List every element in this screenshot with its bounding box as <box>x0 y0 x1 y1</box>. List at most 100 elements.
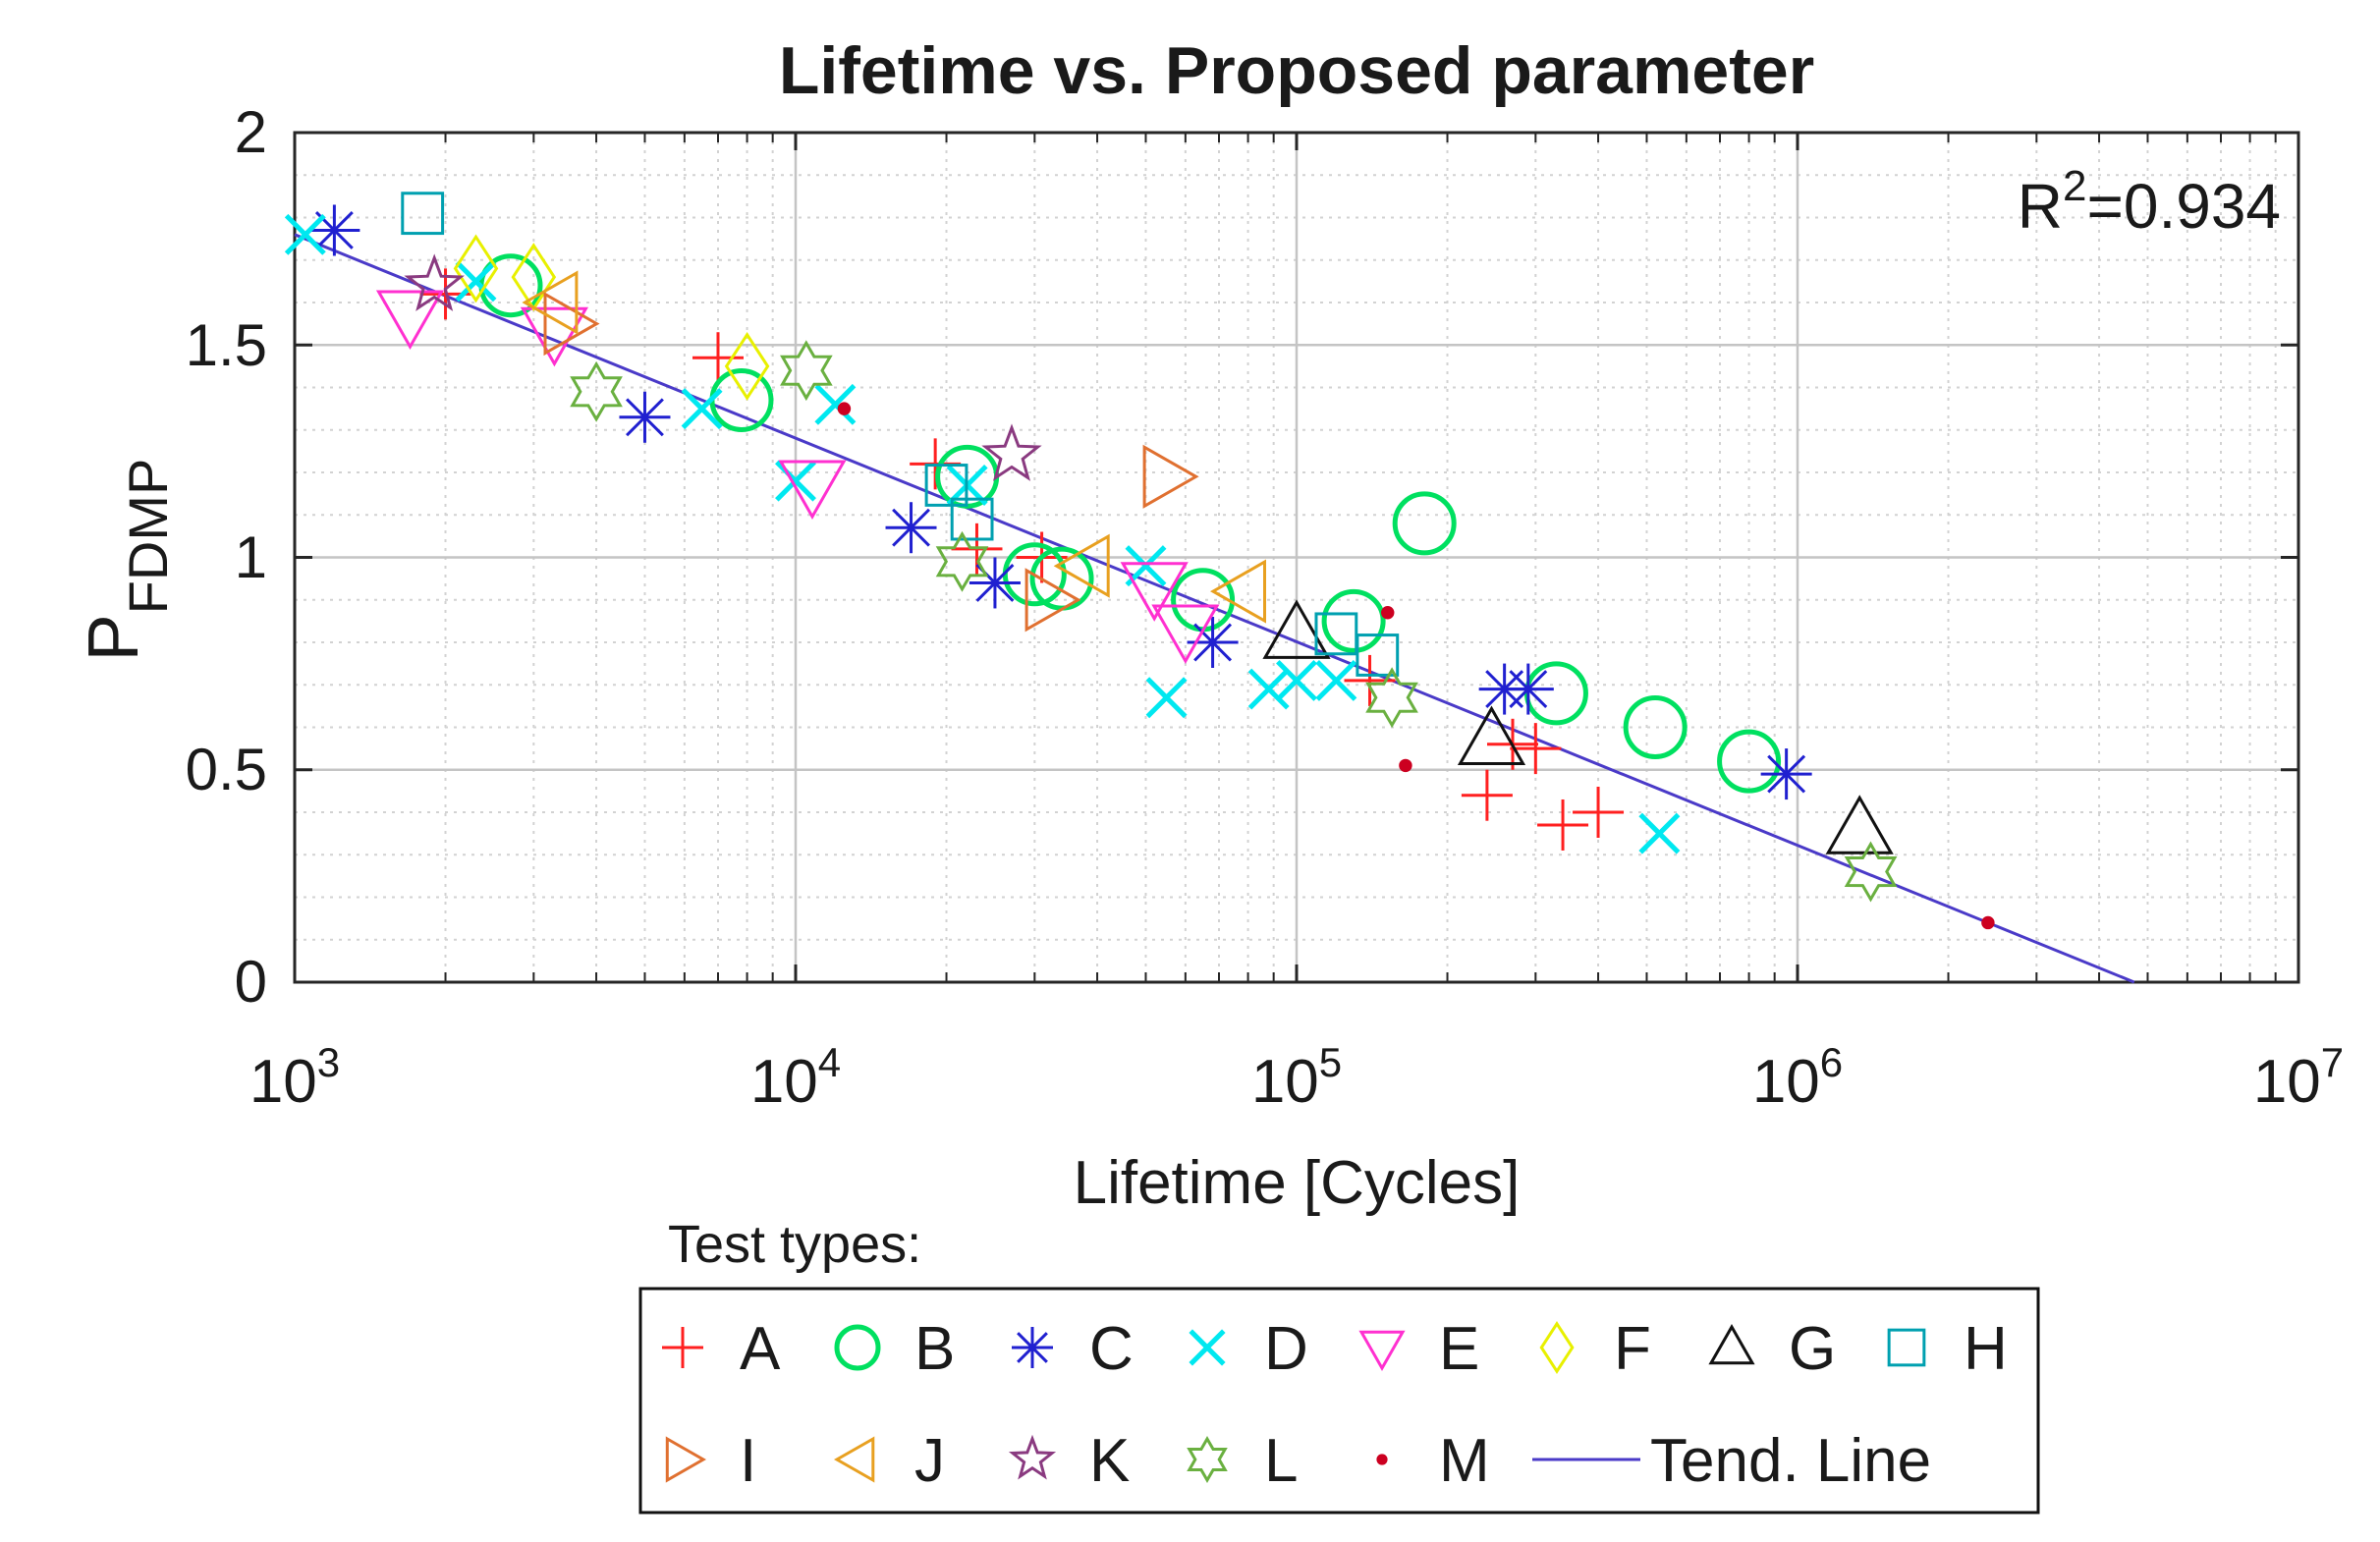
point-d <box>1638 812 1681 854</box>
marker-shape <box>780 340 833 402</box>
legend-item: C <box>1012 1315 1134 1383</box>
point-a <box>1537 799 1589 851</box>
marker-stroke <box>455 260 497 303</box>
marker-shape <box>1262 599 1331 659</box>
legend-swatch <box>1008 1434 1057 1480</box>
legend-item: I <box>665 1427 756 1495</box>
point-d <box>814 383 857 425</box>
point-h <box>1356 633 1400 677</box>
marker-shape <box>834 1324 881 1371</box>
point-h <box>401 192 445 236</box>
marker-shape <box>1187 1436 1228 1483</box>
point-g <box>1457 705 1526 765</box>
legend-item: L <box>1187 1427 1298 1495</box>
r-squared-annotation: R2=0.934 <box>2018 162 2281 242</box>
marker-shape <box>778 460 847 521</box>
legend-swatch <box>662 1327 703 1368</box>
y-axis-label: PFDMP <box>75 459 179 662</box>
x-axis-label: Lifetime [Cycles] <box>1074 1149 1521 1217</box>
marker-shape <box>1887 1328 1926 1367</box>
point-a <box>1461 769 1513 821</box>
marker-stroke <box>284 213 326 255</box>
point-d <box>1276 659 1317 701</box>
point-l <box>780 340 833 402</box>
x-tick-labels: 103 104 105 106 107 <box>249 1039 2344 1116</box>
legend-swatch <box>1539 1321 1575 1374</box>
x-tick-label: 104 <box>750 1039 841 1116</box>
legend-label: F <box>1614 1315 1651 1383</box>
marker-shape <box>1981 915 1995 930</box>
marker-stroke <box>1767 754 1806 794</box>
marker-shape <box>1120 562 1189 622</box>
marker-shape <box>1356 633 1400 677</box>
y-tick-labels: 0 0.5 1 1.5 2 <box>186 99 267 1015</box>
legend-label: L <box>1264 1427 1298 1495</box>
point-k <box>404 253 465 311</box>
marker-shape <box>401 192 445 236</box>
point-i <box>1142 444 1199 509</box>
marker-shape <box>1321 588 1386 653</box>
marker-shape <box>1142 444 1199 509</box>
point-d <box>455 260 497 303</box>
x-tick-label: 103 <box>249 1039 340 1116</box>
marker-shape <box>1381 606 1395 620</box>
x-tick-label: 107 <box>2253 1039 2344 1116</box>
legend-item: D <box>1189 1315 1308 1383</box>
legend-item: F <box>1539 1315 1651 1383</box>
marker-shape <box>1024 568 1081 633</box>
legend-swatch <box>1358 1330 1406 1372</box>
marker-layer <box>284 192 1995 930</box>
legend-item: Tend. Line <box>1532 1427 1931 1495</box>
marker-shape <box>1053 533 1110 598</box>
marker-shape <box>1399 758 1412 773</box>
legend-label: G <box>1789 1315 1836 1383</box>
marker-stroke <box>1247 668 1290 710</box>
marker-stroke <box>1193 623 1233 662</box>
marker-stroke <box>681 388 723 430</box>
marker-stroke <box>814 383 857 425</box>
chart-title: Lifetime vs. Proposed parameter <box>779 33 1814 108</box>
point-f <box>453 234 499 303</box>
marker-shape <box>570 360 623 422</box>
legend-item: M <box>1376 1427 1490 1495</box>
marker-shape <box>375 290 445 351</box>
point-e <box>375 290 445 351</box>
marker-shape <box>1844 841 1898 903</box>
legend-label: C <box>1089 1315 1134 1383</box>
legend-item: G <box>1708 1315 1836 1383</box>
legend-label: D <box>1264 1315 1308 1383</box>
point-c <box>1760 748 1812 800</box>
point-f <box>724 331 770 401</box>
point-c <box>1502 663 1554 715</box>
y-tick-label: 2 <box>235 99 267 165</box>
point-j <box>1209 559 1266 624</box>
marker-shape <box>522 270 579 335</box>
legend-label: A <box>740 1315 781 1383</box>
marker-stroke <box>975 564 1015 602</box>
legend-item: A <box>662 1315 781 1383</box>
point-c <box>1187 617 1239 668</box>
legend-label: H <box>1964 1315 2008 1383</box>
marker-shape <box>1008 1434 1057 1480</box>
marker-stroke <box>314 211 354 249</box>
point-g <box>1825 795 1894 854</box>
marker-stroke <box>1509 670 1548 709</box>
point-l <box>935 530 989 592</box>
marker-stroke <box>626 398 664 437</box>
marker-shape <box>543 292 600 357</box>
marker-stroke <box>892 508 930 547</box>
point-j <box>1053 533 1110 598</box>
point-d <box>1125 545 1167 587</box>
x-tick-label: 106 <box>1752 1039 1843 1116</box>
marker-shape <box>724 331 770 401</box>
y-tick-label: 0 <box>235 949 267 1015</box>
point-c <box>885 502 937 554</box>
marker-stroke <box>1189 1329 1226 1366</box>
point-d <box>681 388 723 430</box>
point-b <box>1392 491 1457 556</box>
point-l <box>570 360 623 422</box>
marker-stroke <box>1145 677 1188 719</box>
marker-shape <box>1708 1323 1755 1365</box>
legend-label: I <box>740 1427 756 1495</box>
marker-shape <box>1209 559 1266 624</box>
